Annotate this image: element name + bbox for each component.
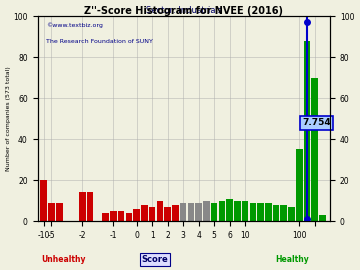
Bar <box>102 213 109 221</box>
Bar <box>226 199 233 221</box>
Text: The Research Foundation of SUNY: The Research Foundation of SUNY <box>46 39 153 44</box>
Text: ©www.textbiz.org: ©www.textbiz.org <box>46 22 103 28</box>
Bar <box>296 150 302 221</box>
Bar <box>56 203 63 221</box>
Bar <box>133 209 140 221</box>
Bar <box>180 203 186 221</box>
Bar <box>149 207 156 221</box>
Bar <box>219 201 225 221</box>
Bar <box>242 201 248 221</box>
Bar <box>203 201 210 221</box>
Bar <box>311 78 318 221</box>
Bar <box>319 215 326 221</box>
Bar <box>265 203 271 221</box>
Bar <box>48 203 55 221</box>
Bar <box>164 207 171 221</box>
Text: Score: Score <box>141 255 168 264</box>
Text: Healthy: Healthy <box>275 255 309 264</box>
Bar <box>141 205 148 221</box>
Bar <box>273 205 279 221</box>
Text: Unhealthy: Unhealthy <box>42 255 86 264</box>
Bar <box>40 180 47 221</box>
Bar <box>172 205 179 221</box>
Bar <box>288 207 295 221</box>
Bar <box>157 201 163 221</box>
Title: Z''-Score Histogram for NVEE (2016): Z''-Score Histogram for NVEE (2016) <box>84 6 283 16</box>
Bar <box>280 205 287 221</box>
Text: 7.754: 7.754 <box>302 118 331 127</box>
Bar <box>118 211 125 221</box>
Bar <box>87 193 94 221</box>
Bar <box>188 203 194 221</box>
Bar <box>126 213 132 221</box>
Bar <box>110 211 117 221</box>
Bar <box>304 41 310 221</box>
Bar <box>257 203 264 221</box>
Bar <box>249 203 256 221</box>
Y-axis label: Number of companies (573 total): Number of companies (573 total) <box>5 66 10 171</box>
Bar <box>79 193 86 221</box>
Bar <box>211 203 217 221</box>
Bar <box>234 201 240 221</box>
Bar <box>195 203 202 221</box>
Text: Sector: Industrials: Sector: Industrials <box>146 6 222 15</box>
